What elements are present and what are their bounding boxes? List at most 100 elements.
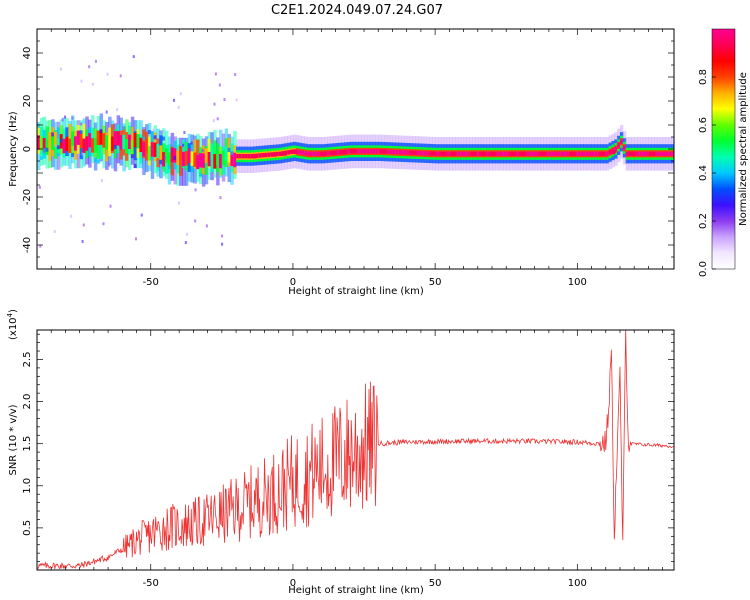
heatmap-cell (218, 83, 221, 87)
heatmap-cell (591, 151, 595, 156)
heatmap-cell (173, 148, 177, 163)
heatmap-cell (145, 138, 149, 154)
heatmap-cell (349, 149, 357, 154)
heatmap-cell (141, 169, 144, 173)
x-tick-label: 100 (568, 277, 587, 288)
x-tick-label: 0 (290, 277, 296, 288)
heatmap-cell (509, 151, 517, 156)
snr-scale-open: (x10 (8, 317, 19, 340)
heatmap-cell (38, 185, 41, 189)
heatmap-cell (51, 135, 55, 150)
heatmap-cell (59, 138, 63, 143)
heatmap-cell (364, 149, 368, 154)
heatmap-cell (201, 149, 204, 153)
heatmap-cell (423, 151, 428, 156)
heatmap-cell (233, 152, 237, 168)
heatmap-cell (608, 150, 616, 155)
x-tick-label: 0 (290, 578, 296, 589)
heatmap-cell (439, 151, 447, 156)
heatmap-cell (258, 153, 263, 158)
heatmap-cell (634, 151, 638, 156)
heatmap-cell (568, 151, 576, 156)
heatmap-cell (210, 145, 214, 160)
heatmap-cell (212, 173, 215, 177)
heatmap-cell (500, 151, 504, 156)
heatmap-cell (45, 147, 49, 152)
heatmap-cell (574, 151, 578, 156)
heatmap-cell (142, 136, 146, 141)
colorbar-tick-label: 0.8 (698, 69, 709, 85)
heatmap-cell (59, 67, 62, 71)
heatmap-cell (580, 151, 584, 156)
heatmap-cell (244, 154, 249, 159)
heatmap-cell (392, 149, 396, 155)
y-tick-label: -20 (22, 189, 33, 205)
heatmap-cell (551, 151, 556, 156)
heatmap-cell (221, 242, 224, 246)
heatmap-cell (37, 135, 41, 150)
heatmap-cell (130, 139, 135, 155)
heatmap-cell (598, 151, 606, 156)
heatmap-cell (565, 151, 570, 156)
colorbar-tick-label: 0.2 (698, 213, 709, 229)
heatmap-cell (389, 149, 394, 155)
heatmap-cell (132, 55, 135, 59)
heatmap-cell (420, 151, 425, 156)
heatmap-cell (446, 151, 450, 156)
x-tick-label: 50 (429, 578, 442, 589)
heatmap-cell (194, 219, 197, 223)
heatmap-cell (109, 204, 112, 208)
heatmap-cell (519, 151, 527, 156)
heatmap-cell (227, 147, 231, 152)
heatmap-cell (418, 150, 422, 156)
heatmap-cell (81, 239, 84, 243)
heatmap-cell (514, 151, 519, 156)
heatmap-cell (125, 139, 129, 154)
heatmap-cell (219, 196, 222, 200)
spectrogram-x-ticks: -50 0 50 100 (36, 29, 663, 288)
heatmap-cell (216, 117, 219, 121)
heatmap-cell (162, 136, 166, 141)
x-tick-label: 50 (429, 277, 442, 288)
heatmap-cell (48, 132, 52, 148)
heatmap-cell (214, 72, 217, 76)
heatmap-cell (163, 156, 166, 160)
heatmap-cell (128, 134, 132, 150)
heatmap-cell (130, 154, 134, 159)
y-tick-label: 20 (22, 95, 33, 108)
heatmap-cell (53, 230, 56, 234)
heatmap-cell (179, 146, 183, 161)
spectrogram-ylabel: Frequency (Hz) (8, 111, 19, 187)
heatmap-cell (196, 139, 200, 169)
heatmap-cell (106, 72, 109, 76)
heatmap-cell (207, 151, 212, 167)
heatmap-cell (548, 151, 553, 156)
heatmap-cell (662, 151, 667, 156)
colorbar-tick-label: 0.0 (698, 261, 709, 277)
x-tick-label: -50 (143, 277, 159, 288)
heatmap-cell (204, 148, 209, 163)
heatmap-cell (134, 237, 137, 241)
heatmap-cell (51, 132, 55, 137)
heatmap-cell (264, 152, 268, 158)
heatmap-cell (173, 98, 176, 102)
heatmap-cell (668, 151, 672, 156)
heatmap-cell (588, 151, 593, 156)
heatmap-cell (186, 232, 189, 236)
heatmap-cell (177, 201, 180, 205)
heatmap-cell (577, 151, 581, 156)
heatmap-cell (179, 147, 183, 176)
heatmap-cell (140, 213, 143, 217)
snr-ylabel: SNR (10 * v/v) (8, 404, 19, 475)
heatmap-cell (255, 153, 260, 158)
heatmap-cell (133, 132, 138, 148)
heatmap-cell (287, 150, 291, 155)
heatmap-cell (212, 119, 215, 123)
heatmap-cell (659, 151, 664, 156)
heatmap-cell (56, 145, 60, 150)
heatmap-cell (557, 151, 561, 156)
heatmap-cell (366, 149, 371, 154)
heatmap-cell (415, 150, 419, 156)
colorbar-gradient (712, 29, 735, 269)
heatmap-cell (162, 152, 166, 167)
